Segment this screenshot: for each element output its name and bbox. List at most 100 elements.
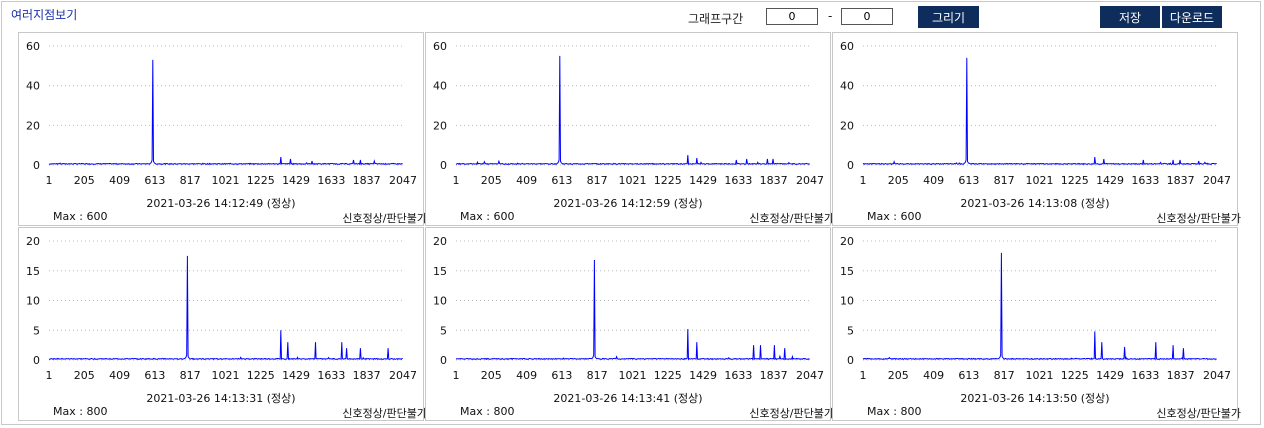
x-tick-label: 205 [74, 369, 95, 382]
x-tick-label: 409 [516, 174, 537, 187]
y-tick-label: 40 [433, 80, 447, 93]
chart-timestamp: 2021-03-26 14:12:49 (정상) [146, 197, 296, 210]
y-tick-label: 40 [26, 80, 40, 93]
x-tick-label: 817 [994, 369, 1015, 382]
chart-max-label: Max : 800 [460, 405, 515, 418]
x-tick-label: 1225 [247, 174, 275, 187]
signal-line [49, 255, 403, 361]
x-tick-label: 205 [888, 369, 909, 382]
chart-svg: 0 5 10 15 20 1 205 409 613 817 1021 1225 1429 1633 183… [433, 235, 824, 382]
x-tick-label: 2047 [1203, 174, 1231, 187]
chart-status: 신호정상/판단불가 [749, 212, 834, 225]
chart-svg: 0 5 10 15 20 1 205 409 613 817 1021 1225 1429 1633 183… [840, 235, 1231, 382]
x-tick-label: 205 [74, 174, 95, 187]
x-tick-label: 1429 [689, 174, 717, 187]
chart-svg: 0 20 40 60 1 205 409 613 817 1021 1225 1429 1633 1837… [840, 40, 1231, 187]
x-tick-label: 2047 [796, 174, 824, 187]
range-start-input[interactable] [766, 8, 818, 25]
chart-max-label: Max : 600 [53, 210, 108, 223]
x-tick-label: 409 [923, 174, 944, 187]
x-tick-label: 2047 [796, 369, 824, 382]
x-tick-label: 409 [923, 369, 944, 382]
y-tick-label: 10 [433, 295, 447, 308]
chart-status: 신호정상/판단불가 [1156, 407, 1241, 420]
x-tick-label: 1633 [317, 174, 345, 187]
x-tick-label: 1633 [1131, 369, 1159, 382]
y-tick-label: 15 [433, 265, 447, 278]
y-tick-label: 20 [840, 119, 854, 132]
page-title: 여러지점보기 [11, 8, 78, 22]
x-tick-label: 1837 [353, 369, 381, 382]
y-tick-label: 20 [26, 119, 40, 132]
save-button[interactable]: 저장 [1100, 6, 1160, 28]
chart-max-label: Max : 600 [460, 210, 515, 223]
x-tick-label: 2047 [389, 369, 417, 382]
y-tick-label: 10 [26, 295, 40, 308]
chart-svg: 0 20 40 60 1 205 409 613 817 1021 1225 1429 1633 1837… [433, 40, 824, 187]
x-tick-label: 1021 [618, 369, 646, 382]
chart-panel: 0 20 40 60 1 205 409 613 817 1021 1225 1429 1633 1837… [832, 32, 1241, 226]
x-tick-label: 1633 [317, 369, 345, 382]
y-tick-label: 40 [840, 80, 854, 93]
y-tick-label: 20 [840, 235, 854, 248]
chart-status: 신호정상/판단불가 [342, 407, 427, 420]
x-tick-label: 613 [551, 369, 572, 382]
y-tick-label: 60 [840, 40, 854, 53]
x-tick-label: 1225 [1061, 174, 1089, 187]
x-tick-label: 1 [860, 174, 867, 187]
y-tick-label: 5 [847, 324, 854, 337]
y-tick-label: 0 [33, 159, 40, 172]
range-end-input[interactable] [841, 8, 893, 25]
x-tick-label: 409 [516, 369, 537, 382]
x-tick-label: 409 [109, 174, 130, 187]
y-tick-label: 0 [440, 354, 447, 367]
chart-timestamp: 2021-03-26 14:13:41 (정상) [553, 392, 703, 405]
download-button[interactable]: 다운로드 [1162, 6, 1222, 28]
y-tick-label: 10 [840, 295, 854, 308]
x-tick-label: 1 [46, 369, 53, 382]
x-tick-label: 2047 [389, 174, 417, 187]
chart-max-label: Max : 800 [53, 405, 108, 418]
x-tick-label: 1225 [654, 174, 682, 187]
x-tick-label: 1021 [211, 174, 239, 187]
chart-svg: 0 5 10 15 20 1 205 409 613 817 1021 1225 1429 1633 183… [26, 235, 417, 382]
x-tick-label: 1429 [1096, 174, 1124, 187]
draw-button[interactable]: 그리기 [918, 6, 979, 28]
x-tick-label: 1225 [1061, 369, 1089, 382]
x-tick-label: 1837 [760, 174, 788, 187]
chart-status: 신호정상/판단불가 [342, 212, 427, 225]
chart-panel: 0 5 10 15 20 1 205 409 613 817 1021 1225 1429 1633 183… [832, 227, 1241, 421]
chart-panel: 0 5 10 15 20 1 205 409 613 817 1021 1225 1429 1633 183… [18, 227, 427, 421]
signal-line [48, 59, 403, 166]
x-tick-label: 1633 [1131, 174, 1159, 187]
x-tick-label: 1021 [1025, 174, 1053, 187]
chart-max-label: Max : 600 [867, 210, 922, 223]
y-tick-label: 20 [26, 235, 40, 248]
x-tick-label: 1837 [760, 369, 788, 382]
x-tick-label: 409 [109, 369, 130, 382]
chart-svg: 0 20 40 60 1 205 409 613 817 1021 1225 1429 1633 1837… [26, 40, 417, 187]
x-tick-label: 613 [958, 174, 979, 187]
chart-panel: 0 20 40 60 1 205 409 613 817 1021 1225 1429 1633 1837… [18, 32, 427, 226]
y-tick-label: 60 [433, 40, 447, 53]
x-tick-label: 1021 [211, 369, 239, 382]
signal-line [455, 259, 810, 361]
y-tick-label: 5 [440, 324, 447, 337]
y-tick-label: 20 [433, 119, 447, 132]
x-tick-label: 1225 [247, 369, 275, 382]
x-tick-label: 1 [453, 174, 460, 187]
x-tick-label: 1837 [353, 174, 381, 187]
chart-timestamp: 2021-03-26 14:12:59 (정상) [553, 197, 703, 210]
range-separator: - [828, 9, 833, 23]
y-tick-label: 0 [847, 354, 854, 367]
chart-timestamp: 2021-03-26 14:13:50 (정상) [960, 392, 1110, 405]
x-tick-label: 1633 [724, 174, 752, 187]
x-tick-label: 1837 [1167, 174, 1195, 187]
x-tick-label: 613 [144, 369, 165, 382]
x-tick-label: 817 [587, 369, 608, 382]
x-tick-label: 205 [481, 369, 502, 382]
signal-line [862, 57, 1217, 166]
x-tick-label: 1 [860, 369, 867, 382]
y-tick-label: 20 [433, 235, 447, 248]
